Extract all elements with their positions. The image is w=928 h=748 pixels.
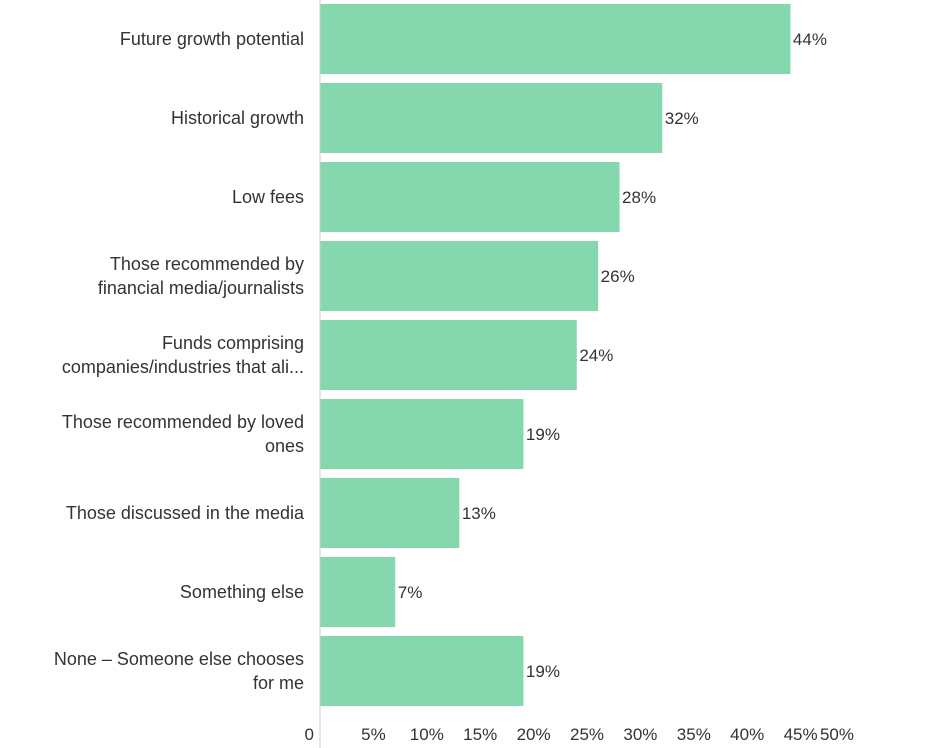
category-label: Those discussed in the media bbox=[66, 503, 305, 523]
data-label: 13% bbox=[462, 504, 496, 523]
x-tick-label: 30% bbox=[623, 725, 657, 744]
bar bbox=[320, 241, 599, 311]
x-tick-label: 45% bbox=[784, 725, 818, 744]
bar bbox=[320, 4, 791, 74]
x-tick-label: 5% bbox=[361, 725, 386, 744]
x-tick-label: 0 bbox=[305, 725, 314, 744]
bar bbox=[320, 636, 524, 706]
x-tick-label: 15% bbox=[463, 725, 497, 744]
category-label: Low fees bbox=[232, 187, 304, 207]
data-label: 26% bbox=[601, 267, 635, 286]
category-label: Those recommended by financial media/jour… bbox=[98, 254, 304, 298]
category-label: Historical growth bbox=[171, 108, 304, 128]
data-label: 28% bbox=[622, 188, 656, 207]
x-tick-label: 10% bbox=[410, 725, 444, 744]
category-label: Something else bbox=[180, 582, 304, 602]
bar bbox=[320, 320, 577, 390]
x-tick-label: 35% bbox=[677, 725, 711, 744]
category-label: None – Someone else chooses for me bbox=[54, 649, 304, 693]
bar bbox=[320, 399, 524, 469]
category-label: Funds comprising companies/industries tha… bbox=[62, 333, 304, 377]
x-tick-label: 50% bbox=[820, 725, 854, 744]
x-tick-label: 20% bbox=[517, 725, 551, 744]
bar bbox=[320, 557, 396, 627]
data-label: 44% bbox=[793, 30, 827, 49]
bar bbox=[320, 162, 620, 232]
data-label: 24% bbox=[579, 346, 613, 365]
data-label: 32% bbox=[665, 109, 699, 128]
bar bbox=[320, 478, 460, 548]
x-tick-label: 25% bbox=[570, 725, 604, 744]
x-tick-label: 40% bbox=[730, 725, 764, 744]
bar bbox=[320, 83, 663, 153]
data-label: 19% bbox=[526, 662, 560, 681]
data-label: 7% bbox=[398, 583, 423, 602]
data-label: 19% bbox=[526, 425, 560, 444]
category-label: Those recommended by loved ones bbox=[62, 412, 304, 456]
category-label: Future growth potential bbox=[120, 29, 304, 49]
